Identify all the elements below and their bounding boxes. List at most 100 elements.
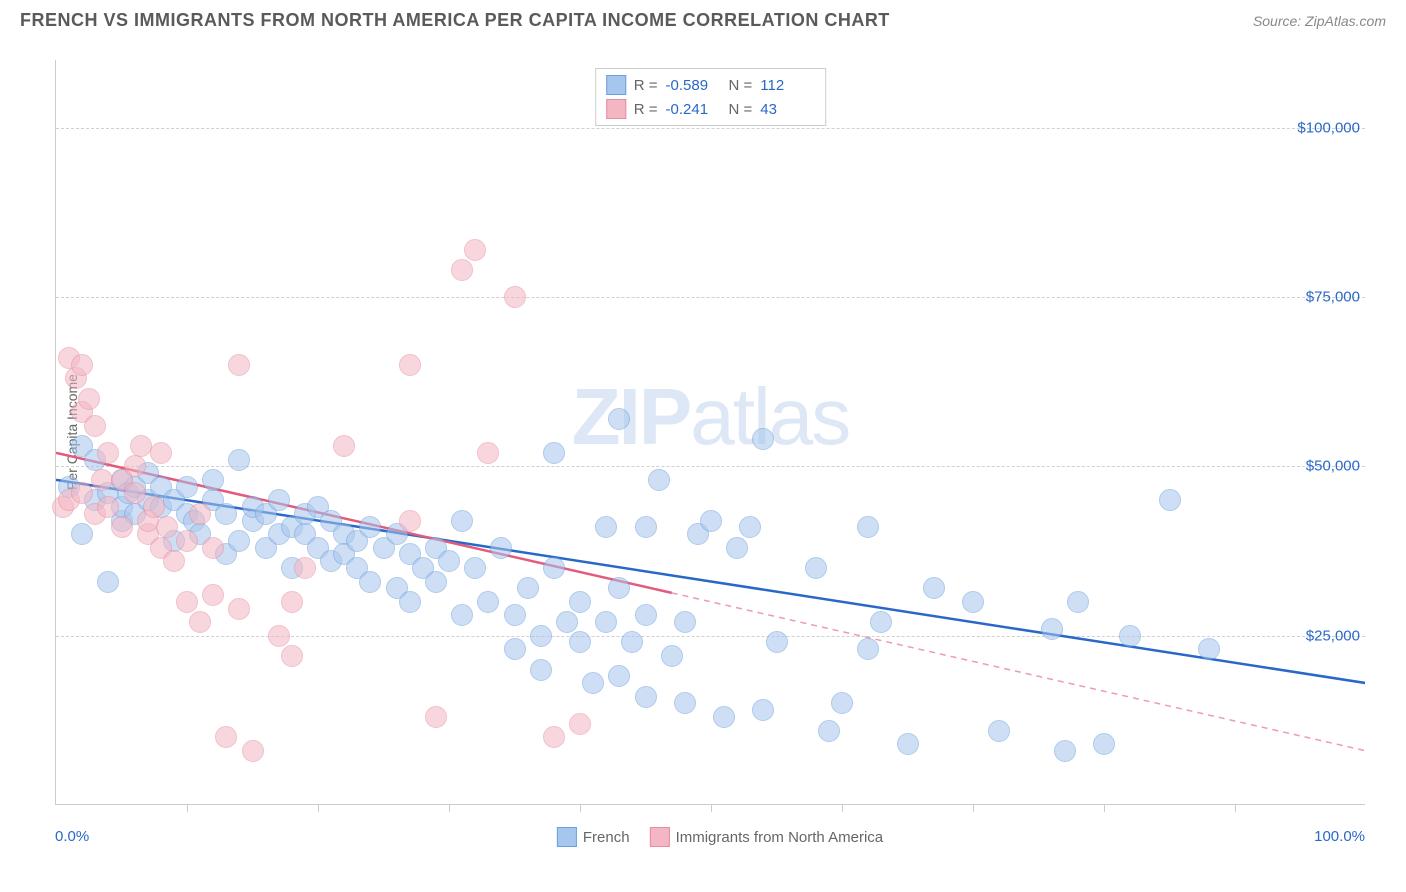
scatter-point: [1198, 638, 1220, 660]
r-value: -0.589: [666, 77, 721, 94]
scatter-point: [490, 537, 512, 559]
scatter-point: [228, 449, 250, 471]
y-tick-label: $75,000: [1306, 289, 1360, 306]
scatter-point: [281, 645, 303, 667]
scatter-point: [438, 550, 460, 572]
scatter-point: [582, 672, 604, 694]
scatter-point: [78, 388, 100, 410]
scatter-point: [477, 442, 499, 464]
scatter-point: [268, 625, 290, 647]
scatter-point: [766, 631, 788, 653]
scatter-point: [71, 354, 93, 376]
r-value: -0.241: [666, 101, 721, 118]
scatter-point: [674, 611, 696, 633]
chart-title: FRENCH VS IMMIGRANTS FROM NORTH AMERICA …: [20, 10, 890, 31]
plot-area: Per Capita Income ZIPatlas R =-0.589N =1…: [55, 60, 1365, 805]
scatter-point: [621, 631, 643, 653]
legend-swatch: [606, 99, 626, 119]
scatter-point: [857, 516, 879, 538]
scatter-point: [608, 408, 630, 430]
scatter-point: [399, 510, 421, 532]
y-axis-label: Per Capita Income: [64, 374, 80, 490]
scatter-point: [752, 699, 774, 721]
scatter-point: [805, 557, 827, 579]
x-tick-mark: [1104, 804, 1105, 812]
x-tick-mark: [842, 804, 843, 812]
scatter-point: [504, 604, 526, 626]
scatter-point: [228, 530, 250, 552]
scatter-point: [923, 577, 945, 599]
scatter-point: [451, 604, 473, 626]
scatter-point: [399, 591, 421, 613]
legend-stat-row: R =-0.589N =112: [606, 73, 816, 97]
scatter-point: [739, 516, 761, 538]
scatter-point: [857, 638, 879, 660]
scatter-point: [726, 537, 748, 559]
scatter-point: [215, 503, 237, 525]
scatter-point: [97, 496, 119, 518]
x-axis-end: 100.0%: [1314, 828, 1365, 845]
y-tick-label: $50,000: [1306, 458, 1360, 475]
scatter-point: [543, 442, 565, 464]
x-tick-mark: [973, 804, 974, 812]
scatter-point: [1159, 489, 1181, 511]
scatter-point: [215, 726, 237, 748]
scatter-point: [1119, 625, 1141, 647]
scatter-point: [517, 577, 539, 599]
scatter-point: [399, 354, 421, 376]
scatter-point: [150, 442, 172, 464]
scatter-point: [176, 591, 198, 613]
scatter-point: [504, 638, 526, 660]
scatter-point: [635, 604, 657, 626]
r-label: R =: [634, 101, 658, 118]
scatter-point: [333, 435, 355, 457]
chart-container: Per Capita Income ZIPatlas R =-0.589N =1…: [55, 60, 1385, 815]
scatter-point: [1093, 733, 1115, 755]
scatter-point: [281, 591, 303, 613]
x-tick-mark: [1235, 804, 1236, 812]
scatter-point: [425, 706, 447, 728]
scatter-point: [451, 510, 473, 532]
scatter-point: [189, 503, 211, 525]
scatter-point: [1054, 740, 1076, 762]
scatter-point: [674, 692, 696, 714]
scatter-point: [202, 584, 224, 606]
scatter-point: [464, 557, 486, 579]
scatter-point: [661, 645, 683, 667]
source-name: ZipAtlas.com: [1305, 13, 1386, 29]
scatter-point: [608, 665, 630, 687]
scatter-point: [477, 591, 499, 613]
scatter-point: [700, 510, 722, 532]
gridline: [56, 128, 1365, 129]
y-tick-label: $25,000: [1306, 627, 1360, 644]
legend-series-item: French: [557, 827, 630, 847]
scatter-point: [451, 259, 473, 281]
scatter-point: [163, 550, 185, 572]
scatter-point: [870, 611, 892, 633]
scatter-point: [530, 625, 552, 647]
scatter-point: [608, 577, 630, 599]
scatter-point: [464, 239, 486, 261]
scatter-point: [202, 537, 224, 559]
scatter-point: [897, 733, 919, 755]
scatter-point: [425, 571, 447, 593]
scatter-point: [543, 726, 565, 748]
watermark-zip: ZIP: [572, 372, 690, 461]
scatter-point: [71, 523, 93, 545]
scatter-point: [595, 611, 617, 633]
source-label: Source:: [1253, 13, 1301, 29]
legend-stats: R =-0.589N =112R =-0.241N =43: [595, 68, 827, 126]
scatter-point: [143, 496, 165, 518]
scatter-point: [595, 516, 617, 538]
scatter-point: [556, 611, 578, 633]
x-axis-start: 0.0%: [55, 828, 89, 845]
scatter-point: [202, 469, 224, 491]
gridline: [56, 297, 1365, 298]
scatter-point: [962, 591, 984, 613]
scatter-point: [130, 435, 152, 457]
scatter-point: [176, 476, 198, 498]
scatter-point: [176, 530, 198, 552]
scatter-point: [569, 591, 591, 613]
scatter-point: [504, 286, 526, 308]
regression-lines: [56, 60, 1365, 804]
